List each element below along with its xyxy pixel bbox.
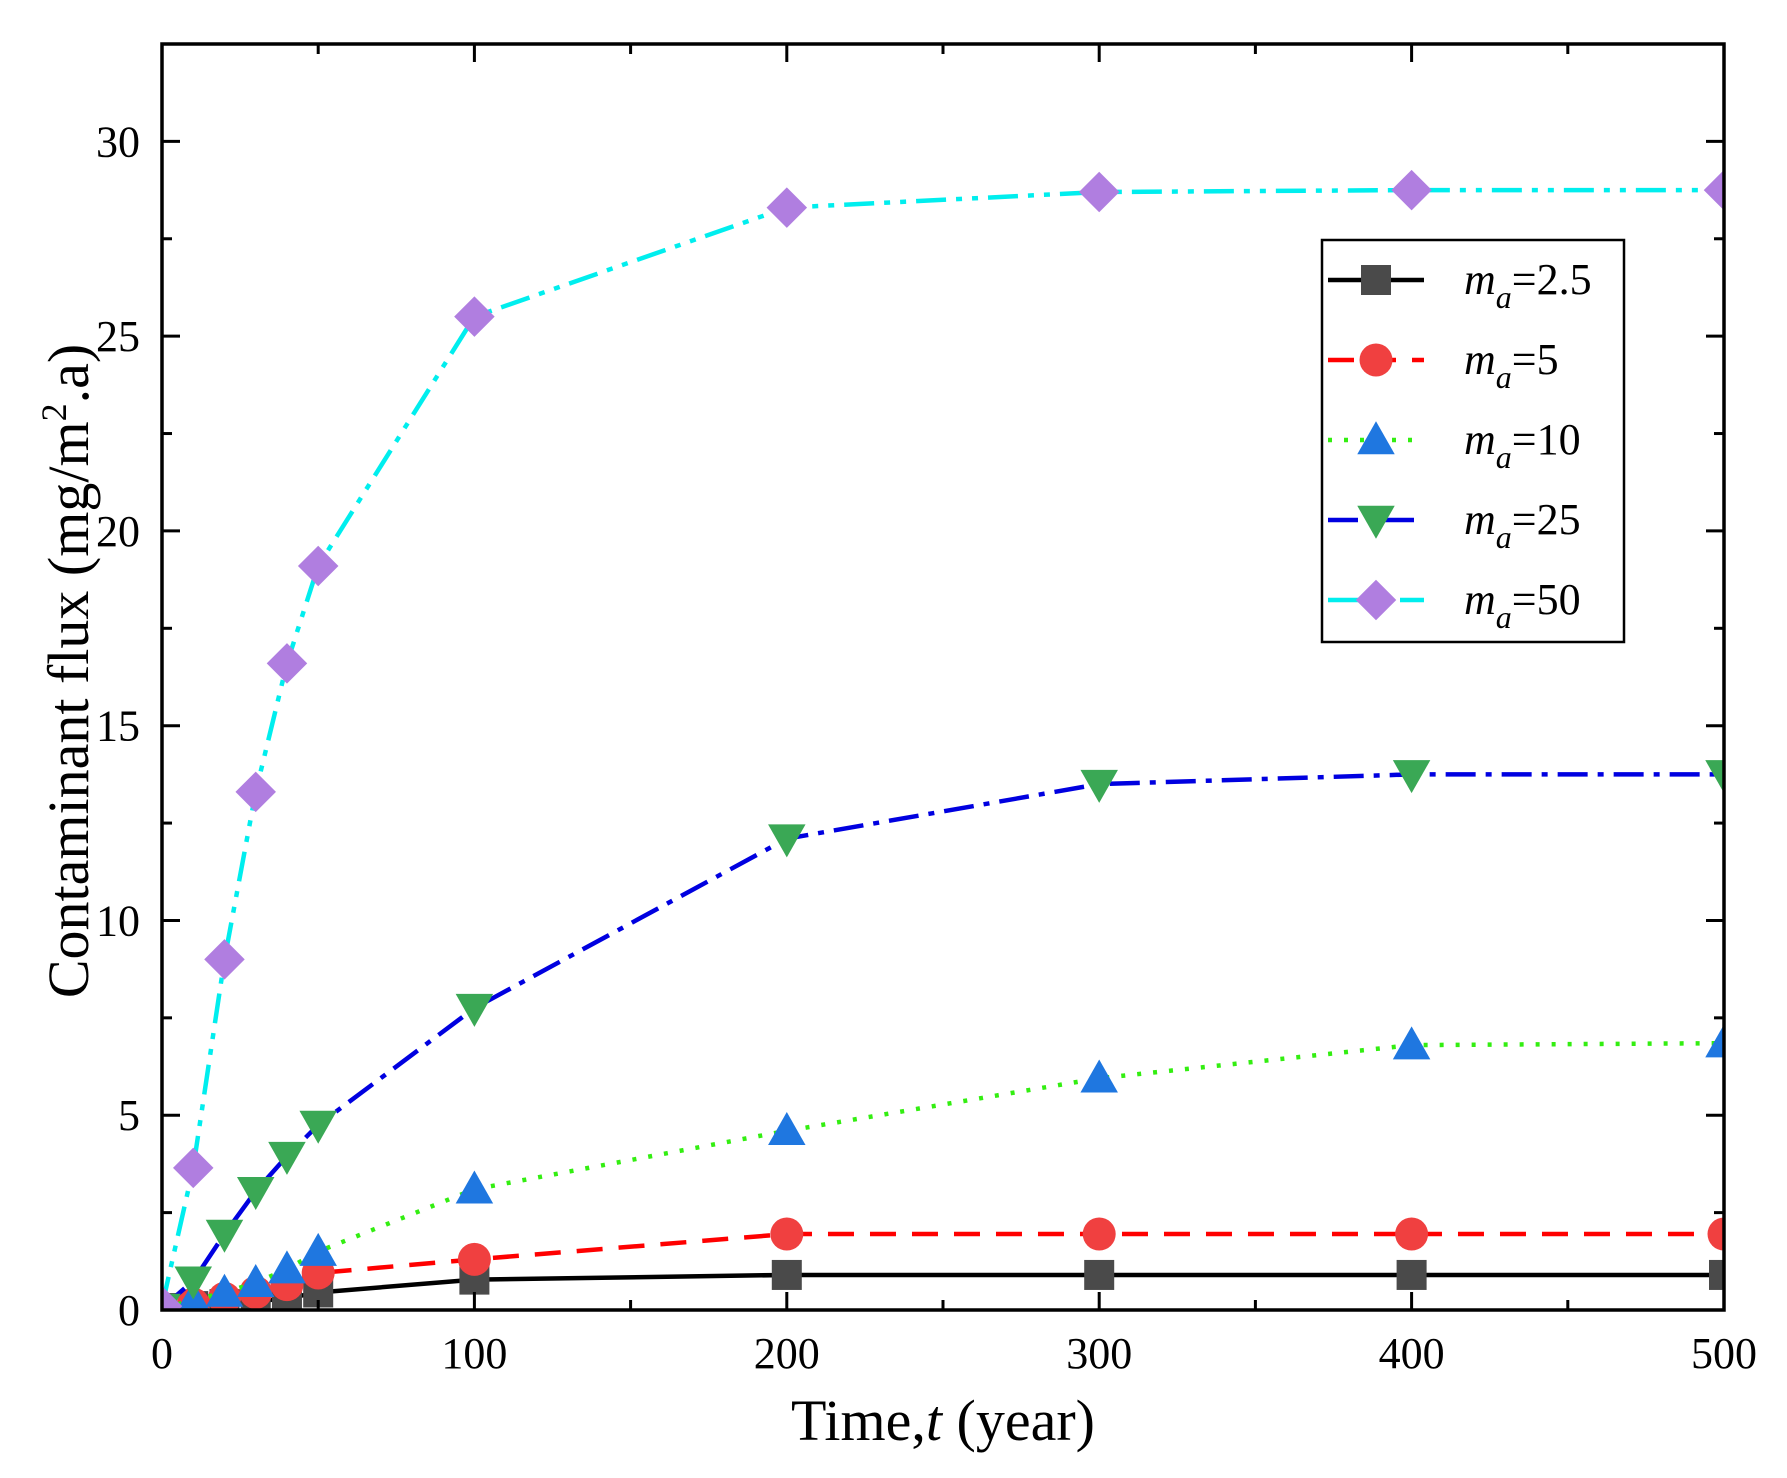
legend-marker: [1359, 343, 1393, 377]
y-tick-label: 5: [118, 1091, 140, 1140]
y-tick-label: 0: [118, 1286, 140, 1335]
data-point: [1080, 769, 1118, 803]
data-point: [172, 1147, 214, 1189]
legend-entry: ma=2.5: [1328, 255, 1592, 315]
plot-frame: [160, 42, 1726, 1312]
data-point: [1082, 1217, 1116, 1251]
y-tick-label: 15: [96, 702, 140, 751]
y-axis-title: Contaminant flux (mg/m2.a): [34, 344, 101, 998]
data-point: [454, 296, 495, 337]
axis-ticks: 0 100 200 300 400 500 0 5 10 15 20 25 30: [96, 42, 1757, 1378]
x-tick-label: 200: [754, 1329, 820, 1378]
data-point: [1392, 760, 1431, 794]
data-point: [766, 187, 808, 228]
data-point: [1080, 1059, 1118, 1093]
legend-entry: ma=10: [1328, 415, 1581, 475]
series-line: [162, 772, 1724, 1310]
data-point: [266, 643, 308, 684]
legend-marker: [1361, 265, 1391, 295]
data-point: [1078, 171, 1120, 213]
data-point: [1703, 169, 1724, 211]
data-point: [1707, 1217, 1724, 1251]
legend-label: ma=25: [1464, 495, 1581, 555]
data-point: [297, 545, 339, 587]
legend-marker: [1357, 505, 1395, 539]
data-point: [235, 771, 276, 813]
y-tick-label: 30: [96, 117, 140, 166]
data-point: [236, 1176, 275, 1210]
y-tick-label: 20: [96, 507, 140, 556]
data-point: [1391, 169, 1432, 211]
data-point: [1395, 1217, 1429, 1251]
data-point: [1705, 760, 1724, 794]
legend-marker: [1355, 579, 1397, 621]
data-point: [299, 1110, 337, 1144]
data-point: [299, 1232, 337, 1266]
series-5: [162, 169, 1724, 1310]
series-line: [162, 1040, 1724, 1310]
legend-label: ma=10: [1464, 415, 1581, 475]
data-point: [174, 1266, 212, 1300]
series-3: [162, 1024, 1724, 1310]
series-4: [162, 760, 1724, 1310]
legend-entry: ma=5: [1328, 335, 1559, 395]
data-point: [1084, 1259, 1115, 1290]
data-point: [236, 1263, 275, 1297]
data-point: [205, 1273, 244, 1307]
data-point: [768, 1112, 806, 1146]
data-point: [771, 1259, 802, 1290]
data-point: [770, 1217, 804, 1251]
data-point: [1392, 1026, 1431, 1060]
data-point: [268, 1141, 306, 1175]
y-tick-label: 25: [96, 312, 140, 361]
data-point: [455, 1170, 494, 1204]
legend-entry: ma=50: [1328, 575, 1581, 635]
x-axis-title: Time,t (year): [791, 1388, 1095, 1453]
legend-entry: ma=25: [1328, 495, 1581, 555]
data-point: [1705, 1024, 1724, 1058]
series-1: [162, 1259, 1724, 1310]
x-tick-label: 300: [1066, 1329, 1132, 1378]
data-point: [455, 993, 494, 1027]
data-point: [457, 1242, 491, 1276]
x-tick-label: 0: [151, 1329, 173, 1378]
legend-label: ma=2.5: [1464, 255, 1592, 315]
legend-label: ma=50: [1464, 575, 1581, 635]
legend-marker: [1357, 421, 1395, 455]
legend: ma=2.5 ma=5 ma=10 ma=25 ma=50: [1320, 238, 1626, 644]
x-tick-label: 400: [1379, 1329, 1445, 1378]
series-line: [162, 1231, 1724, 1310]
x-tick-label: 500: [1691, 1329, 1757, 1378]
data-point: [1396, 1259, 1427, 1290]
data-point: [268, 1250, 306, 1284]
data-point: [204, 939, 245, 980]
data-point: [1709, 1259, 1724, 1290]
data-point: [162, 1285, 183, 1310]
legend-label: ma=5: [1464, 335, 1559, 395]
y-tick-label: 10: [96, 896, 140, 945]
data-point: [768, 824, 806, 858]
x-tick-label: 100: [441, 1329, 507, 1378]
data-point: [205, 1219, 244, 1253]
